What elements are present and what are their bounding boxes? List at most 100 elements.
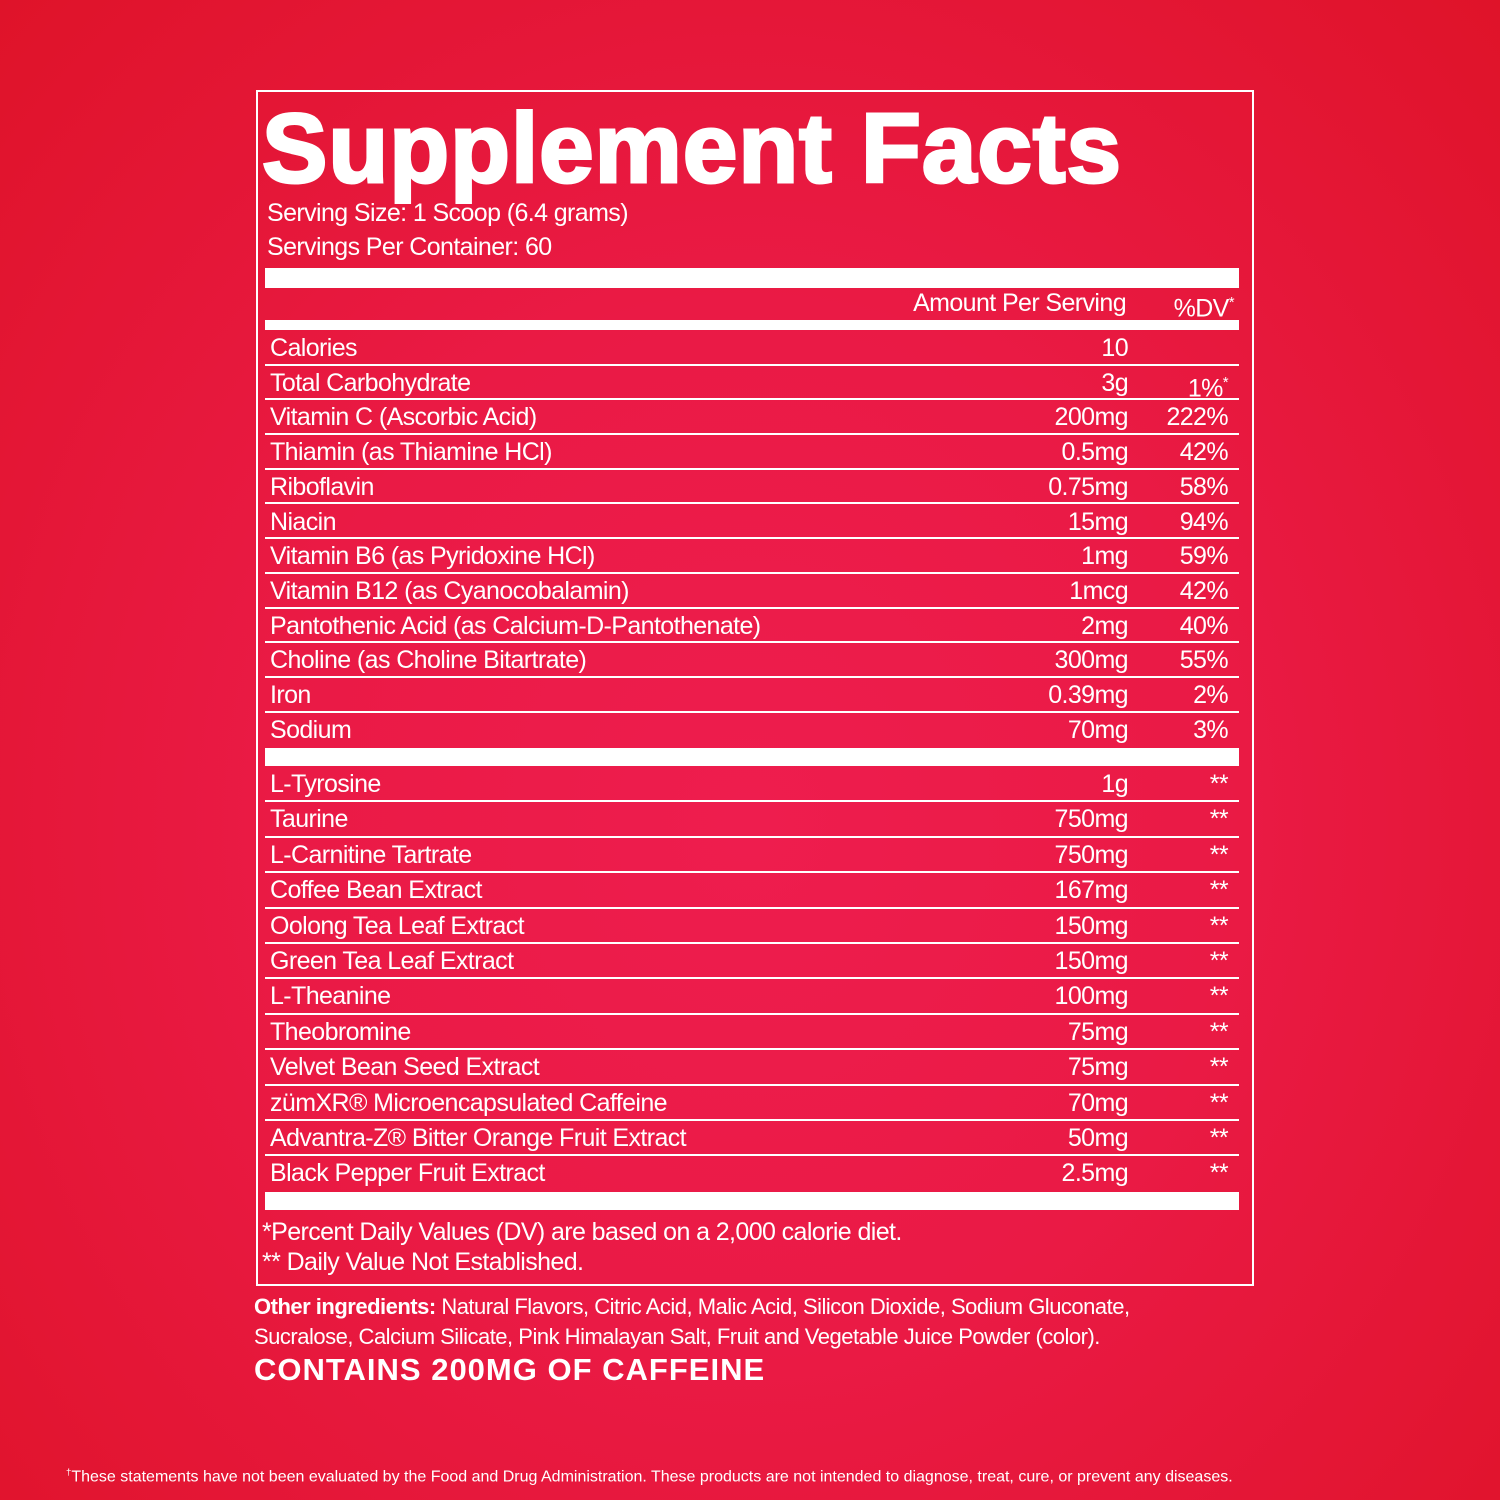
daily-value-text: 58% (1179, 472, 1229, 501)
nutrient-name: Riboflavin (270, 472, 374, 501)
daily-value: 222% (1166, 400, 1228, 434)
nutrient-name: Calories (270, 334, 358, 362)
daily-value: 58% (1179, 470, 1229, 504)
daily-value: ** (1209, 873, 1229, 907)
superscript: * (1228, 294, 1235, 311)
table-row: zümXR® Microencapsulated Caffeine 70mg ** (265, 1086, 1239, 1121)
nutrient-name: Niacin (270, 507, 336, 536)
serving-size: Serving Size: 1 Scoop (6.4 grams) (267, 199, 629, 227)
table-row: Niacin 15mg 94% (265, 505, 1239, 540)
nutrient-name: Thiamin (as Thiamine HCl) (270, 438, 552, 467)
amount: 1mg (1081, 542, 1128, 571)
amount: 0.75mg (1048, 472, 1128, 501)
daily-value: 3% (1193, 713, 1229, 747)
amount: 10 (1101, 334, 1128, 362)
thick-rule (265, 1192, 1239, 1210)
daily-value: ** (1209, 1050, 1229, 1084)
table-row: Theobromine 75mg ** (265, 1015, 1239, 1051)
daily-value: ** (1210, 944, 1229, 978)
daily-value-text: ** (1209, 770, 1229, 798)
daily-value: ** (1209, 1121, 1229, 1155)
table-row: Vitamin B6 (as Pyridoxine HCl) 1mg 59% (265, 539, 1239, 574)
daily-value: ** (1210, 979, 1229, 1013)
nutrient-name: Vitamin B12 (as Cyanocobalamin) (270, 576, 630, 605)
daily-value-text: 3% (1193, 715, 1229, 744)
amount: 0.5mg (1061, 438, 1129, 467)
daily-value-text: ** (1209, 840, 1229, 869)
daily-value: ** (1209, 909, 1229, 943)
table-row: Vitamin C (Ascorbic Acid) 200mg 222% (265, 400, 1239, 436)
nutrient-name: Taurine (270, 805, 348, 834)
daily-value-text: ** (1209, 1053, 1229, 1082)
table-row: Green Tea Leaf Extract 150mg ** (265, 944, 1239, 980)
amount: 15mg (1067, 507, 1129, 536)
table-row: Pantothenic Acid (as Calcium-D-Pantothen… (265, 609, 1239, 644)
dagger: † (66, 1467, 72, 1478)
daily-value-text: 222% (1166, 403, 1228, 432)
thick-rule (265, 268, 1239, 288)
daily-value-text: ** (1209, 1088, 1229, 1117)
table-row: Riboflavin 0.75mg 58% (265, 470, 1239, 505)
daily-value: 40% (1180, 609, 1229, 643)
daily-value-text: ** (1209, 911, 1229, 940)
label: Other ingredients: (254, 1294, 436, 1319)
daily-value-text: 1% (1187, 374, 1224, 403)
amount: 150mg (1054, 947, 1129, 975)
daily-value-text: ** (1209, 876, 1229, 905)
table-row: Thiamin (as Thiamine HCl) 0.5mg 42% (265, 435, 1239, 470)
daily-value: ** (1210, 802, 1229, 836)
facts-box (256, 90, 1254, 1286)
daily-value-text: ** (1209, 1124, 1229, 1152)
table-row: Oolong Tea Leaf Extract 150mg ** (265, 909, 1239, 944)
daily-value-text: 42% (1179, 438, 1229, 467)
disclaimer: †These statements have not been evaluate… (66, 1462, 1233, 1488)
text: Natural Flavors, Citric Acid, Malic Acid… (254, 1294, 1130, 1349)
amount: 300mg (1054, 646, 1129, 675)
table-row: L-Tyrosine 1g ** (265, 767, 1239, 803)
daily-value-text: ** (1209, 1017, 1229, 1046)
nutrient-name: Coffee Bean Extract (270, 876, 482, 905)
title: Supplement Facts (260, 92, 1123, 205)
daily-value-text: 94% (1179, 507, 1229, 536)
daily-value: 94% (1179, 505, 1229, 539)
table-row: Taurine 750mg ** (265, 802, 1239, 838)
daily-value: ** (1209, 1015, 1229, 1049)
nutrient-name: Green Tea Leaf Extract (270, 947, 514, 975)
amount: 167mg (1054, 876, 1129, 905)
table-row: Velvet Bean Seed Extract 75mg ** (265, 1050, 1239, 1086)
nutrient-name: Choline (as Choline Bitartrate) (270, 646, 587, 675)
table-row: Choline (as Choline Bitartrate) 300mg 55% (265, 643, 1239, 678)
amount: 1g (1101, 770, 1128, 798)
column-header: Amount Per Serving (913, 289, 1127, 317)
nutrient-name: Sodium (270, 715, 352, 744)
daily-value: 1%* (1187, 366, 1229, 405)
nutrient-name: Vitamin C (Ascorbic Acid) (270, 403, 537, 432)
amount: 70mg (1067, 715, 1129, 744)
column-header-text: %DV (1173, 294, 1230, 323)
servings-per-container: Servings Per Container: 60 (267, 233, 552, 261)
footnote: ** Daily Value Not Established. (262, 1248, 584, 1276)
amount: 1mcg (1069, 576, 1128, 605)
nutrient-name: L-Carnitine Tartrate (270, 840, 472, 869)
amount: 75mg (1067, 1053, 1129, 1082)
nutrient-name: L-Tyrosine (270, 770, 381, 798)
nutrient-name: Theobromine (270, 1017, 411, 1046)
daily-value: ** (1209, 767, 1229, 801)
daily-value: 2% (1193, 678, 1229, 712)
daily-value: ** (1210, 1156, 1229, 1190)
amount: 0.39mg (1048, 681, 1128, 709)
nutrient-name: Advantra-Z® Bitter Orange Fruit Extract (270, 1124, 687, 1152)
daily-value: 55% (1180, 643, 1229, 677)
amount: 2mg (1081, 611, 1128, 640)
rule (265, 320, 1239, 330)
nutrient-name: Pantothenic Acid (as Calcium-D-Pantothen… (270, 611, 761, 640)
amount: 70mg (1067, 1088, 1129, 1117)
table-row: L-Carnitine Tartrate 750mg ** (265, 838, 1239, 874)
other-ingredients: Other ingredients: Natural Flavors, Citr… (254, 1292, 1214, 1352)
daily-value: 42% (1179, 435, 1229, 469)
amount: 75mg (1067, 1017, 1129, 1046)
amount: 2.5mg (1061, 1159, 1129, 1188)
amount: 3g (1101, 368, 1128, 397)
daily-value: ** (1209, 1086, 1229, 1120)
amount: 750mg (1054, 840, 1129, 869)
